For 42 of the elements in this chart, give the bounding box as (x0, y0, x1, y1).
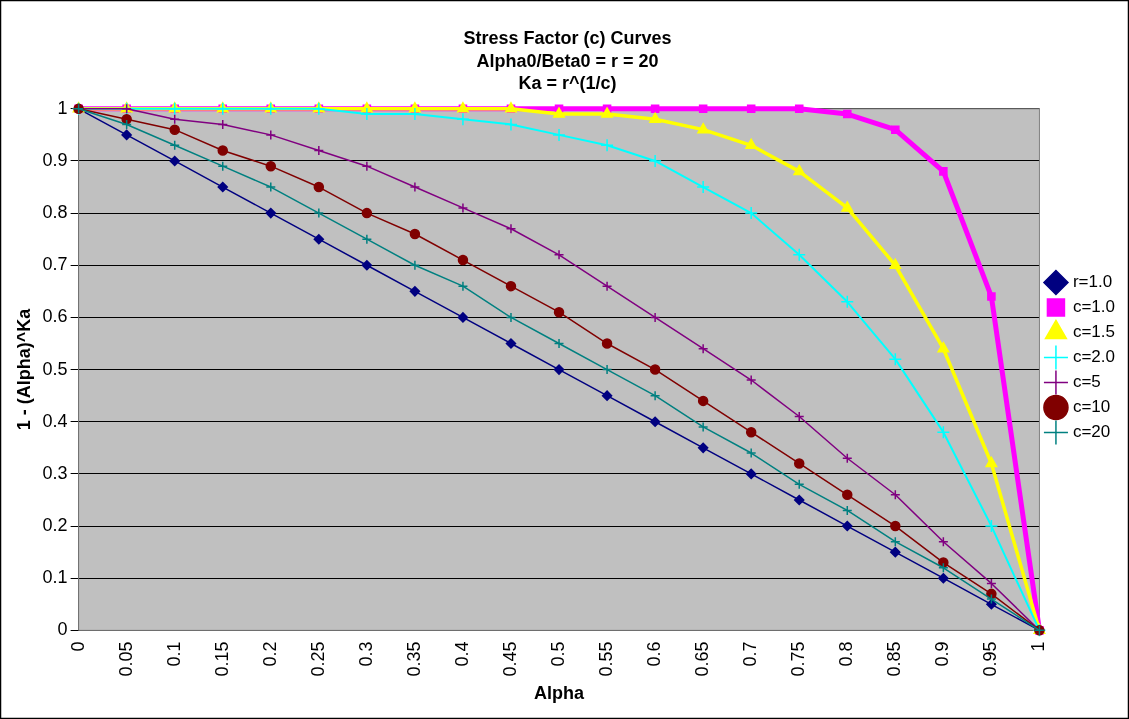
y-tick-label: 0.3 (42, 462, 68, 483)
x-tick-label: 0.25 (307, 641, 328, 677)
x-tick-label: 0.05 (115, 641, 136, 677)
x-tick-label: 0.15 (211, 641, 232, 677)
x-tick-label: 0.4 (451, 641, 472, 667)
y-tick-label: 0.7 (42, 254, 68, 275)
y-tick-label: 0.6 (42, 306, 68, 327)
x-tick-label: 0.2 (259, 641, 280, 667)
x-tick-label: 0.85 (884, 641, 905, 677)
y-axis-title: 1 - (Alpha)^Ka (13, 307, 34, 431)
legend-label: r=1.0 (1072, 272, 1113, 292)
chart-title: Stress Factor (c) Curves (463, 27, 672, 48)
x-tick-label: 1 (1028, 641, 1049, 652)
y-tick-label: 0.1 (42, 567, 68, 588)
legend-label: c=20 (1072, 422, 1111, 442)
x-tick-label: 0.1 (163, 641, 184, 667)
y-tick-label: 0.4 (42, 410, 68, 431)
y-tick-label: 0.9 (42, 149, 68, 170)
x-tick-label: 0.7 (740, 641, 761, 667)
x-tick-label: 0.6 (644, 641, 665, 667)
x-tick-label: 0.55 (596, 641, 617, 677)
legend-label: c=5 (1072, 372, 1101, 392)
y-tick-label: 1 (57, 97, 68, 118)
x-tick-label: 0.95 (980, 641, 1001, 677)
x-tick-label: 0 (67, 641, 88, 652)
legend-label: c=2.0 (1072, 347, 1115, 367)
legend-label: c=10 (1072, 397, 1111, 417)
x-axis-title: Alpha (534, 683, 586, 704)
legend-label: c=1.5 (1072, 322, 1115, 342)
x-tick-label: 0.35 (403, 641, 424, 677)
x-tick-label: 0.9 (932, 641, 953, 667)
y-tick-label: 0.5 (42, 358, 68, 379)
x-tick-label: 0.8 (836, 641, 857, 667)
y-tick-label: 0.8 (42, 202, 68, 223)
x-tick-label: 0.5 (548, 641, 568, 667)
x-tick-label: 0.75 (788, 641, 809, 677)
y-tick-label: 0.2 (42, 515, 68, 536)
x-tick-label: 0.3 (355, 641, 376, 667)
x-tick-label: 0.65 (692, 641, 713, 677)
legend-label: c=1.0 (1072, 297, 1115, 317)
chart-subtitle: Alpha0/Beta0 = r = 20 Ka = r^(1/c) (476, 51, 659, 93)
x-tick-label: 0.45 (499, 641, 520, 677)
